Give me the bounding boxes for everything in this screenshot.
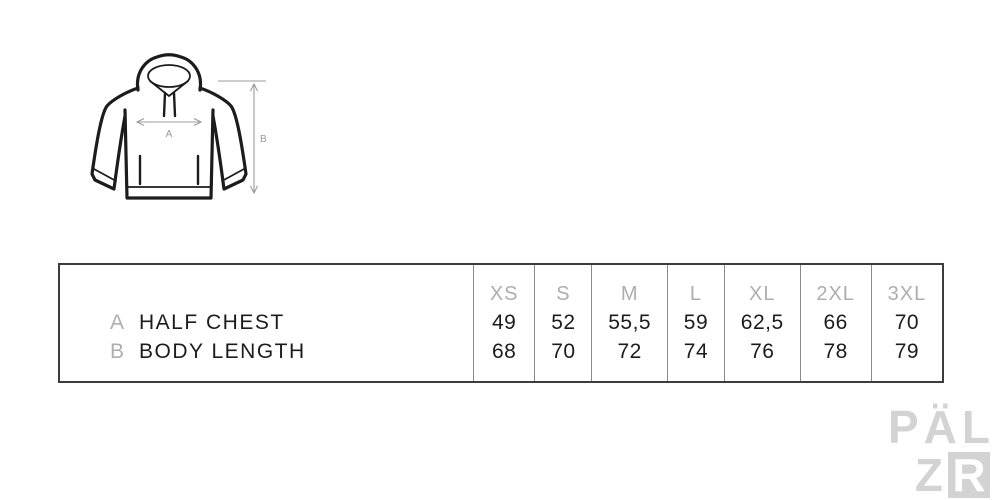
size-column-2xl: 2XL 66 78 <box>799 265 871 381</box>
body-length-value: 68 <box>492 339 517 363</box>
ref-letter-a: A <box>110 310 125 334</box>
drawstrings <box>162 91 177 118</box>
body-length-value: 78 <box>823 339 848 363</box>
size-column-s: S 52 70 <box>534 265 591 381</box>
half-chest-value: 59 <box>683 310 709 334</box>
size-header: XL <box>749 283 776 305</box>
body-length-value: 79 <box>894 339 920 363</box>
ref-letter-b: B <box>110 339 125 363</box>
logo-letter-r-block: R <box>948 452 990 498</box>
body-length-value: 76 <box>750 339 775 363</box>
measurement-labels-column: A HALF CHEST B BODY LENGTH <box>60 265 473 381</box>
body-length-value: 72 <box>617 339 642 363</box>
label-half-chest: HALF CHEST <box>139 310 285 334</box>
size-table: A HALF CHEST B BODY LENGTH XS 49 68 S 52… <box>58 263 944 383</box>
size-column-m: M 55,5 72 <box>591 265 667 381</box>
half-chest-value: 49 <box>492 310 517 334</box>
half-chest-value: 70 <box>894 310 920 334</box>
hood-opening <box>147 64 191 97</box>
logo-row-zr: Z R <box>888 452 990 498</box>
hoodie-outline <box>90 53 248 200</box>
half-chest-value: 66 <box>823 310 848 334</box>
size-header: M <box>620 283 639 305</box>
size-header: XS <box>489 283 519 305</box>
logo-text-pal: PÄL <box>888 400 995 453</box>
row-label-body-length: B BODY LENGTH <box>60 337 473 366</box>
pocket <box>138 154 200 186</box>
size-header: 3XL <box>887 283 927 305</box>
size-column-l: L 59 74 <box>666 265 724 381</box>
body-length-value: 70 <box>551 339 576 363</box>
brand-logo: PÄL Z R <box>888 404 990 498</box>
hoodie-illustration: A B <box>90 53 267 200</box>
dimension-arrow-a <box>135 118 203 126</box>
size-header: L <box>689 283 703 305</box>
half-chest-value: 55,5 <box>608 310 652 334</box>
body-length-value: 74 <box>683 339 709 363</box>
dimension-arrow-b <box>218 80 266 195</box>
size-header: 2XL <box>816 283 855 305</box>
labels-header-spacer <box>60 265 473 308</box>
half-chest-value: 52 <box>551 310 576 334</box>
hoodie-diagram: A B <box>78 48 278 216</box>
logo-letter-z: Z <box>914 448 943 500</box>
label-body-length: BODY LENGTH <box>139 339 306 363</box>
size-column-3xl: 3XL 70 79 <box>870 265 942 381</box>
half-chest-value: 62,5 <box>740 310 784 334</box>
size-header: S <box>556 283 571 305</box>
dimension-label-b: B <box>260 134 267 145</box>
row-label-half-chest: A HALF CHEST <box>60 308 473 337</box>
size-column-xl: XL 62,5 76 <box>723 265 800 381</box>
dimension-label-a: A <box>166 129 173 140</box>
size-column-xs: XS 49 68 <box>473 265 534 381</box>
